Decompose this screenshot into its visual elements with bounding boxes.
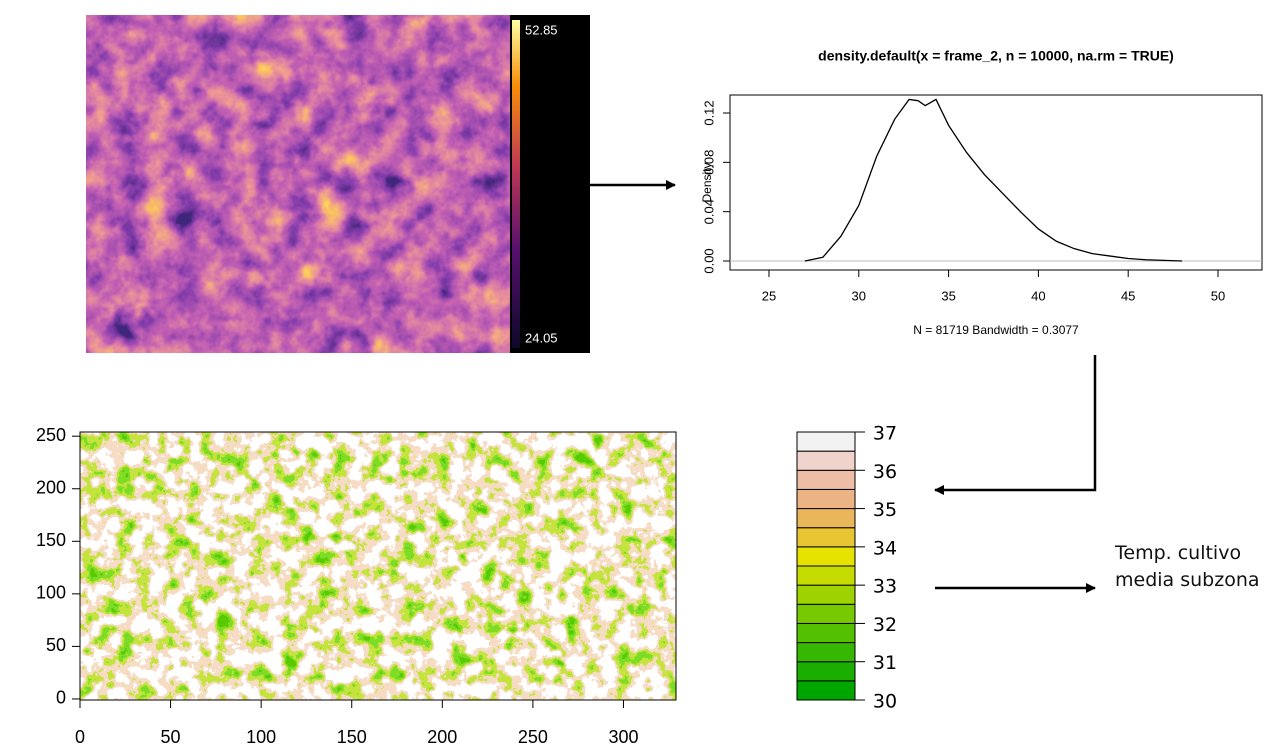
- x-tick-label: 30: [852, 288, 866, 303]
- legend-cell: [796, 431, 856, 452]
- y-tick-label: 0.04: [701, 199, 716, 224]
- legend-tick-label: 32: [873, 614, 897, 636]
- thermal-max: 52.85: [525, 22, 558, 37]
- x-tick-label: 100: [246, 727, 276, 747]
- legend-cell: [796, 584, 856, 605]
- legend-tick-label: 34: [873, 537, 897, 559]
- y-axis-label: Density: [700, 162, 714, 202]
- y-tick-label: 100: [36, 583, 66, 603]
- legend-tick-label: 33: [873, 576, 897, 598]
- legend-cell: [796, 661, 856, 682]
- legend-tick-label: 37: [873, 423, 897, 445]
- x-tick-label: 50: [161, 727, 181, 747]
- legend-cell: [796, 469, 856, 490]
- legend-cell: [796, 642, 856, 663]
- raster-frame: [79, 431, 677, 701]
- x-axis-label: N = 81719 Bandwidth = 0.3077: [913, 323, 1079, 337]
- thermal-image: [86, 15, 510, 353]
- thermal-colorbar-bg: [510, 15, 590, 353]
- density-line: [804, 98, 1183, 262]
- legend-tick-label: 36: [873, 461, 897, 483]
- legend-tick-label: 30: [873, 691, 897, 713]
- thermal-gradient: [512, 20, 520, 348]
- legend-cell: [796, 622, 856, 644]
- legend-cell: [796, 565, 856, 586]
- arrow: [934, 355, 1097, 495]
- y-tick-label: 250: [36, 425, 66, 445]
- x-tick-label: 25: [762, 288, 776, 303]
- legend-cell: [796, 603, 856, 624]
- x-tick-label: 35: [941, 288, 955, 303]
- legend-cell: [796, 527, 856, 548]
- legend-cell: [796, 450, 856, 471]
- legend-tick-label: 35: [873, 499, 897, 521]
- y-tick-label: 150: [36, 530, 66, 550]
- y-tick-label: 0.08: [701, 150, 716, 175]
- plot-frame: [729, 94, 1263, 271]
- annotation: Temp. cultivo media subzona: [1115, 542, 1260, 591]
- x-tick-label: 50: [1211, 288, 1225, 303]
- legend-cell: [796, 680, 856, 701]
- y-tick-label: 0.00: [701, 248, 716, 273]
- legend-cell: [796, 508, 856, 529]
- raster-image: [80, 432, 676, 700]
- legend-tick-label: 31: [873, 652, 897, 674]
- chart-title: density.default(x = frame_2, n = 10000, …: [818, 48, 1174, 64]
- legend-cell: [796, 546, 856, 567]
- x-tick-label: 40: [1031, 288, 1045, 303]
- y-tick-label: 50: [46, 635, 66, 655]
- thermal-min: 24.05: [525, 330, 558, 345]
- x-tick-label: 200: [427, 727, 457, 747]
- x-tick-label: 45: [1121, 288, 1135, 303]
- legend-cell: [796, 488, 856, 510]
- x-tick-label: 250: [518, 727, 548, 747]
- y-tick-label: 0: [56, 688, 66, 708]
- y-tick-label: 0.12: [701, 100, 716, 125]
- x-tick-label: 0: [75, 727, 85, 747]
- y-tick-label: 200: [36, 478, 66, 498]
- x-tick-label: 300: [608, 727, 638, 747]
- x-tick-label: 150: [337, 727, 367, 747]
